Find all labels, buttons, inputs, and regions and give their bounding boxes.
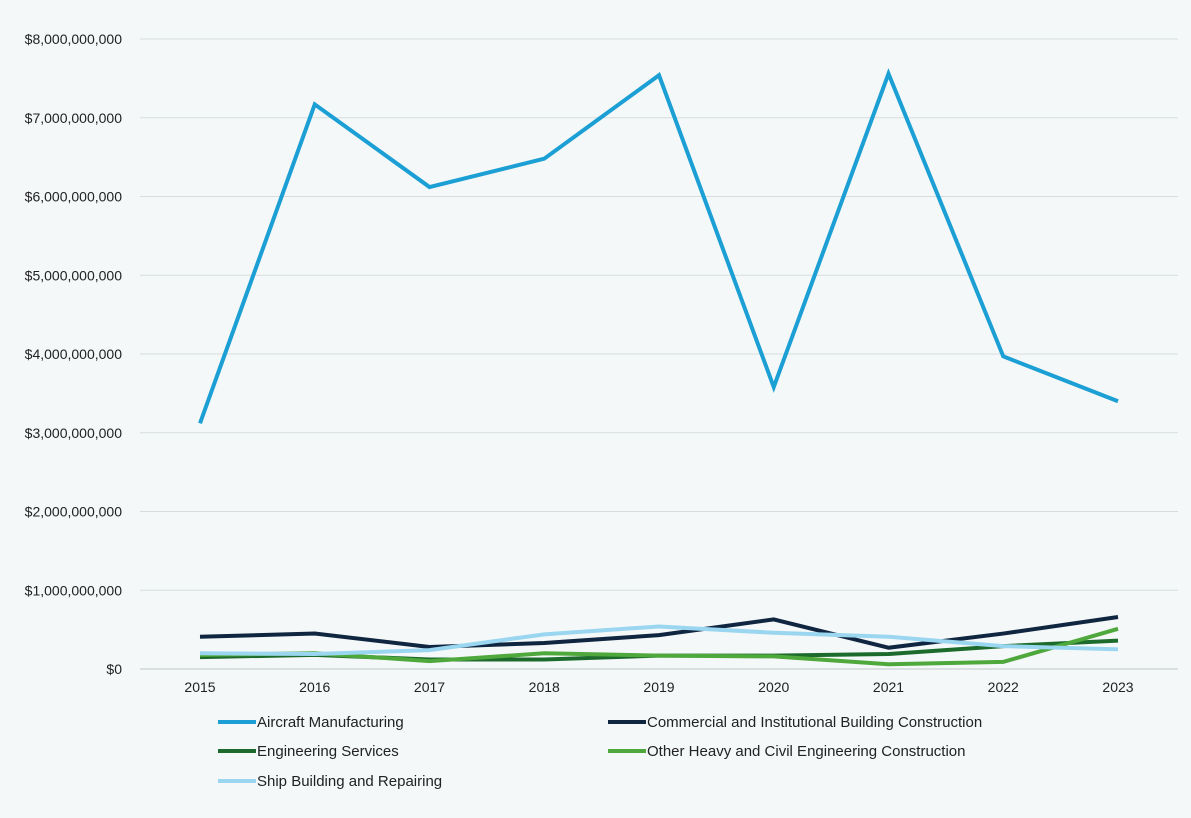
- x-tick-label: 2020: [758, 679, 789, 695]
- y-tick-label: $8,000,000,000: [25, 31, 123, 47]
- x-tick-label: 2016: [299, 679, 330, 695]
- series-lines: [198, 68, 1119, 667]
- x-tick-label: 2017: [414, 679, 445, 695]
- x-tick-label: 2018: [529, 679, 560, 695]
- y-tick-label: $3,000,000,000: [25, 425, 123, 441]
- x-axis-ticks: 2015 2016 2017 2018 2019 2020 2021 2022 2023: [184, 679, 1133, 695]
- legend-item: Commercial and Institutional Building Co…: [608, 714, 982, 731]
- y-tick-label: $2,000,000,000: [25, 504, 123, 520]
- legend-label: Other Heavy and Civil Engineering Constr…: [647, 743, 966, 760]
- x-tick-label: 2023: [1102, 679, 1133, 695]
- y-tick-label: $6,000,000,000: [25, 189, 123, 205]
- legend-item: Engineering Services: [218, 743, 399, 760]
- y-tick-label: $0: [106, 661, 122, 677]
- gridlines: [140, 38, 1178, 670]
- x-tick-label: 2019: [643, 679, 674, 695]
- legend-item: Other Heavy and Civil Engineering Constr…: [608, 743, 966, 760]
- legend-item: Ship Building and Repairing: [218, 773, 442, 790]
- series-line-1: [198, 68, 1119, 424]
- y-tick-label: $5,000,000,000: [25, 267, 123, 283]
- series-line-2: [199, 615, 1119, 650]
- legend-item: Aircraft Manufacturing: [218, 714, 404, 731]
- x-tick-label: 2021: [873, 679, 904, 695]
- legend-label: Aircraft Manufacturing: [257, 714, 404, 731]
- y-tick-label: $1,000,000,000: [25, 582, 123, 598]
- x-tick-label: 2022: [988, 679, 1019, 695]
- y-tick-label: $4,000,000,000: [25, 346, 123, 362]
- series-line-4: [199, 626, 1119, 667]
- legend-label: Engineering Services: [257, 743, 399, 760]
- legend: Aircraft Manufacturing Commercial and Ins…: [218, 714, 982, 790]
- legend-label: Ship Building and Repairing: [257, 773, 442, 790]
- y-axis-ticks: $0 $1,000,000,000 $2,000,000,000 $3,000,000…: [25, 31, 123, 677]
- x-tick-label: 2015: [184, 679, 215, 695]
- legend-label: Commercial and Institutional Building Co…: [647, 714, 982, 731]
- y-tick-label: $7,000,000,000: [25, 110, 123, 126]
- series-line-5: [199, 624, 1119, 657]
